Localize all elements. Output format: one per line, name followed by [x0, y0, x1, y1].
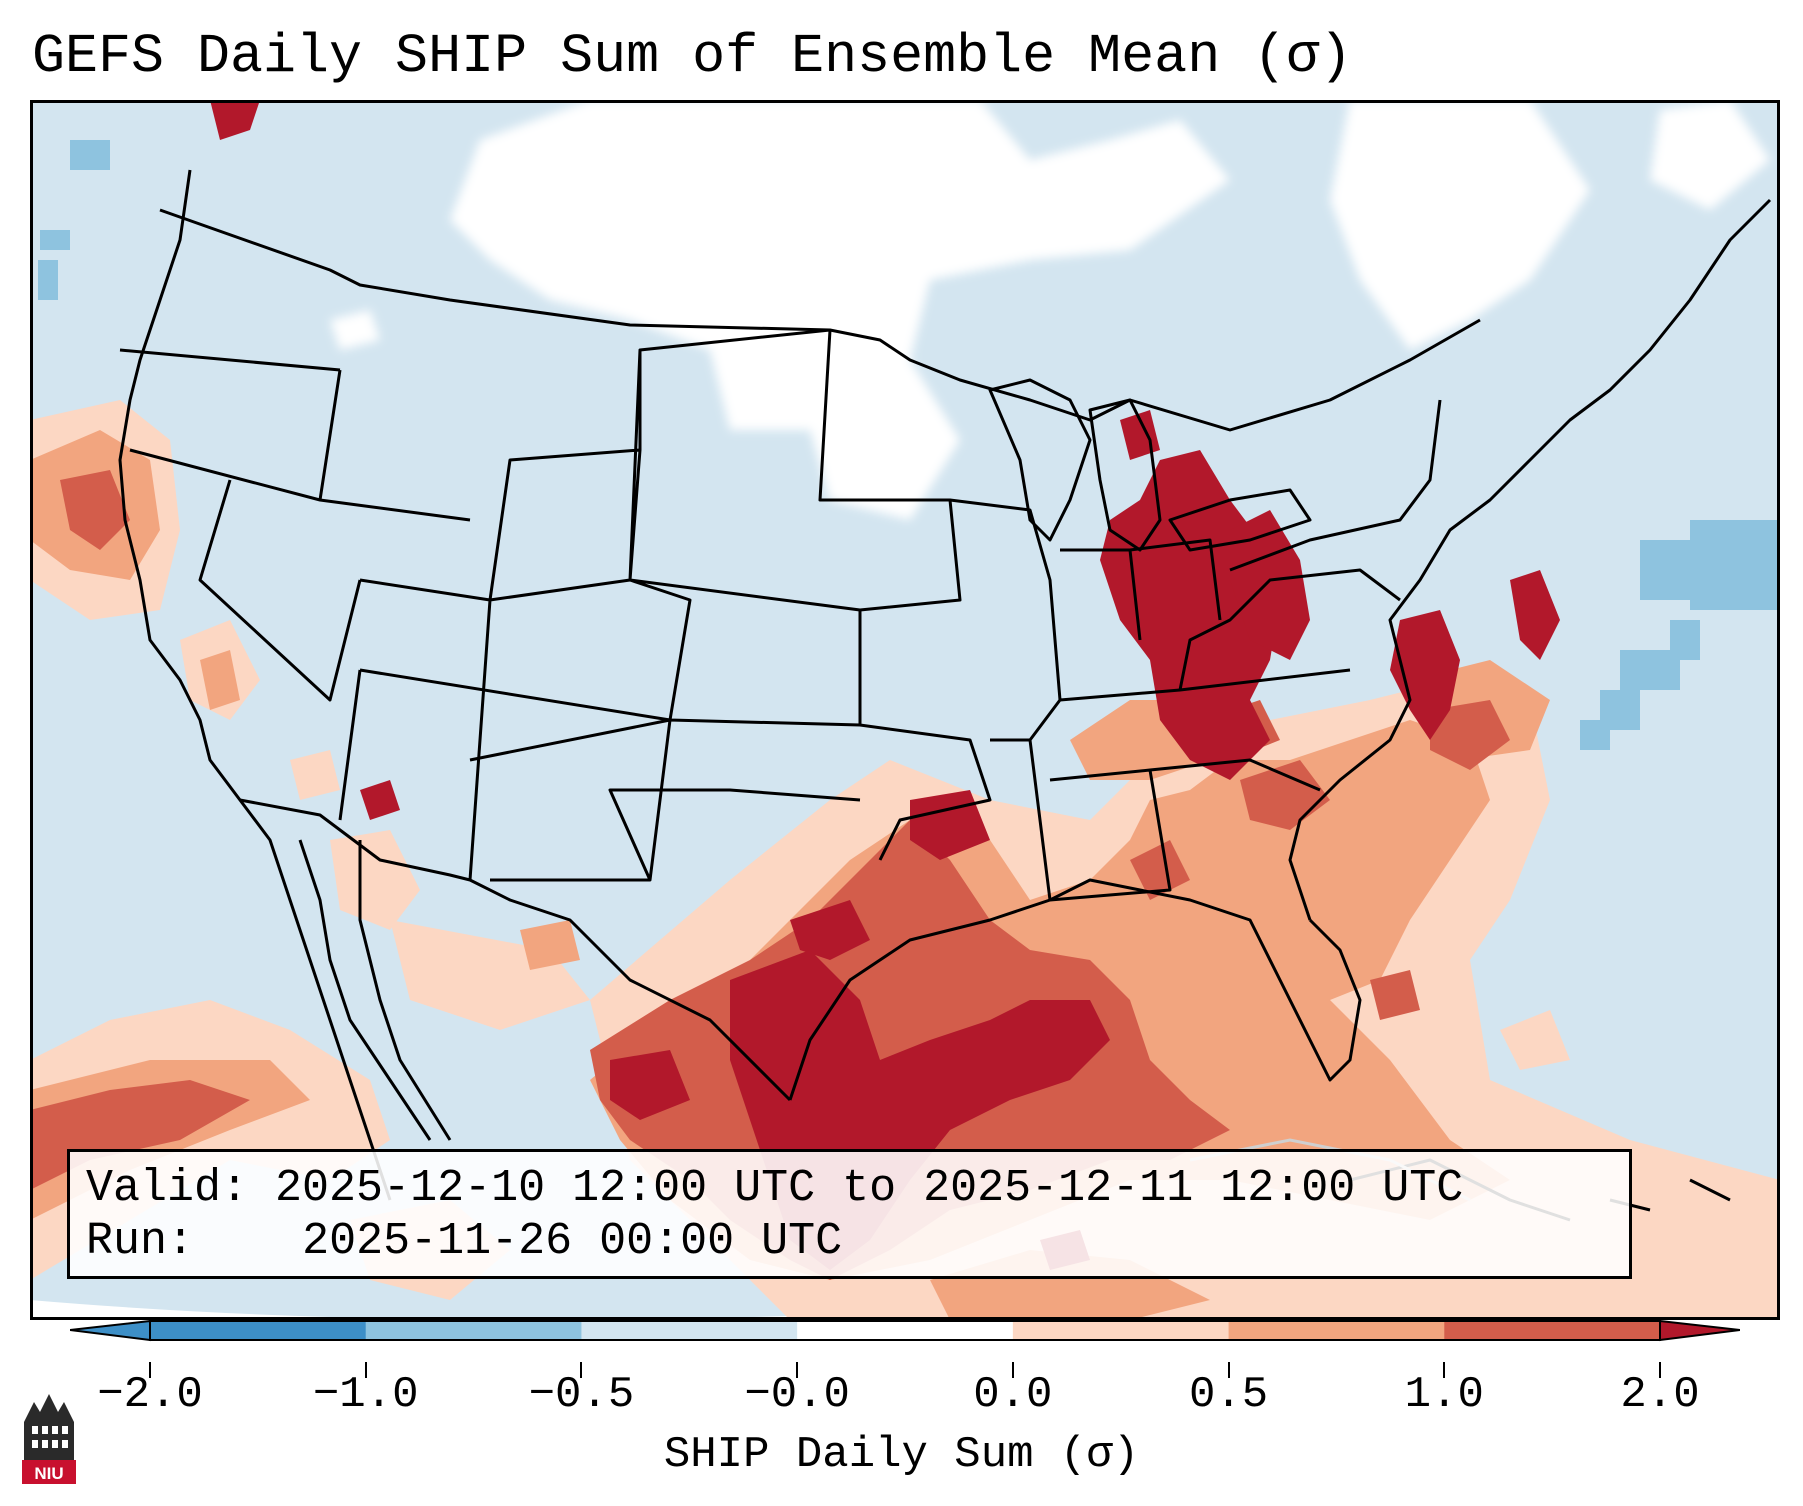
colorbar-segment — [797, 1321, 1014, 1340]
atlantic-coastline — [1288, 198, 1772, 921]
map-svg — [30, 100, 1780, 1320]
low-region — [38, 140, 1780, 1300]
colorbar-extend-low — [69, 1319, 151, 1342]
mexico-coast — [358, 840, 452, 1141]
valid-value: 2025-12-10 12:00 UTC to 2025-12-11 12:00… — [275, 1163, 1464, 1214]
colorbar-tick-label: −2.0 — [97, 1370, 203, 1420]
colorbar-segment — [1228, 1321, 1445, 1340]
state-borders-west — [119, 328, 861, 882]
colorbar-tick — [364, 1362, 367, 1378]
colorbar-tick-label: −0.5 — [528, 1370, 635, 1420]
baja-coastline — [298, 839, 432, 1141]
colorbar-tick-label: −0.0 — [744, 1370, 850, 1420]
run-label: Run: — [86, 1216, 195, 1267]
near-zero-region — [330, 100, 1770, 520]
gulf-coastline — [788, 878, 1362, 1101]
colorbar-tick-label: 0.0 — [973, 1370, 1053, 1420]
colorbar-segment — [365, 1321, 582, 1340]
colorbar-tick — [1659, 1362, 1661, 1378]
colorbar-extend-high — [1659, 1319, 1741, 1342]
colorbar-tick — [1443, 1362, 1446, 1378]
valid-label: Valid: — [86, 1163, 249, 1214]
colorbar-tick-label: 2.0 — [1620, 1370, 1700, 1420]
map-frame — [30, 100, 1780, 1320]
colorbar-segment — [581, 1321, 798, 1340]
pacific-coastline — [118, 169, 392, 1201]
colorbar-tick-label: 0.5 — [1188, 1370, 1269, 1420]
state-borders-east — [818, 329, 1442, 902]
colorbar-tick — [1011, 1362, 1014, 1378]
colorbar-tick-label: −1.0 — [312, 1370, 419, 1420]
chart-title: GEFS Daily SHIP Sum of Ensemble Mean (σ) — [32, 25, 1353, 88]
colorbar-tick — [580, 1362, 583, 1378]
colorbar-segment — [150, 1321, 367, 1340]
niu-logo: NIU — [20, 1392, 78, 1486]
colorbar-frame — [149, 1320, 1661, 1341]
colorbar-label: SHIP Daily Sum (σ) — [663, 1430, 1140, 1480]
colorbar-tick — [1227, 1362, 1230, 1378]
boundaries — [118, 169, 1772, 1222]
colorbar-segment — [1012, 1321, 1230, 1340]
map-panel — [30, 100, 1780, 1320]
valid-run-info-box: Valid: 2025-12-10 12:00 UTC to 2025-12-1… — [67, 1149, 1632, 1279]
logo-text: NIU — [34, 1464, 63, 1483]
colorbar — [69, 1319, 1741, 1360]
colorbar-tick-label: 1.0 — [1404, 1370, 1484, 1420]
colorbar-svg — [69, 1319, 1741, 1342]
great-lakes — [988, 378, 1312, 552]
colorbar-tick — [149, 1362, 151, 1378]
colorbar-segment — [1444, 1321, 1661, 1340]
us-mexico-border — [239, 798, 792, 1102]
us-canada-border — [159, 208, 1481, 432]
colorbar-tick — [796, 1362, 799, 1378]
run-value: 2025-11-26 00:00 UTC — [302, 1216, 843, 1267]
